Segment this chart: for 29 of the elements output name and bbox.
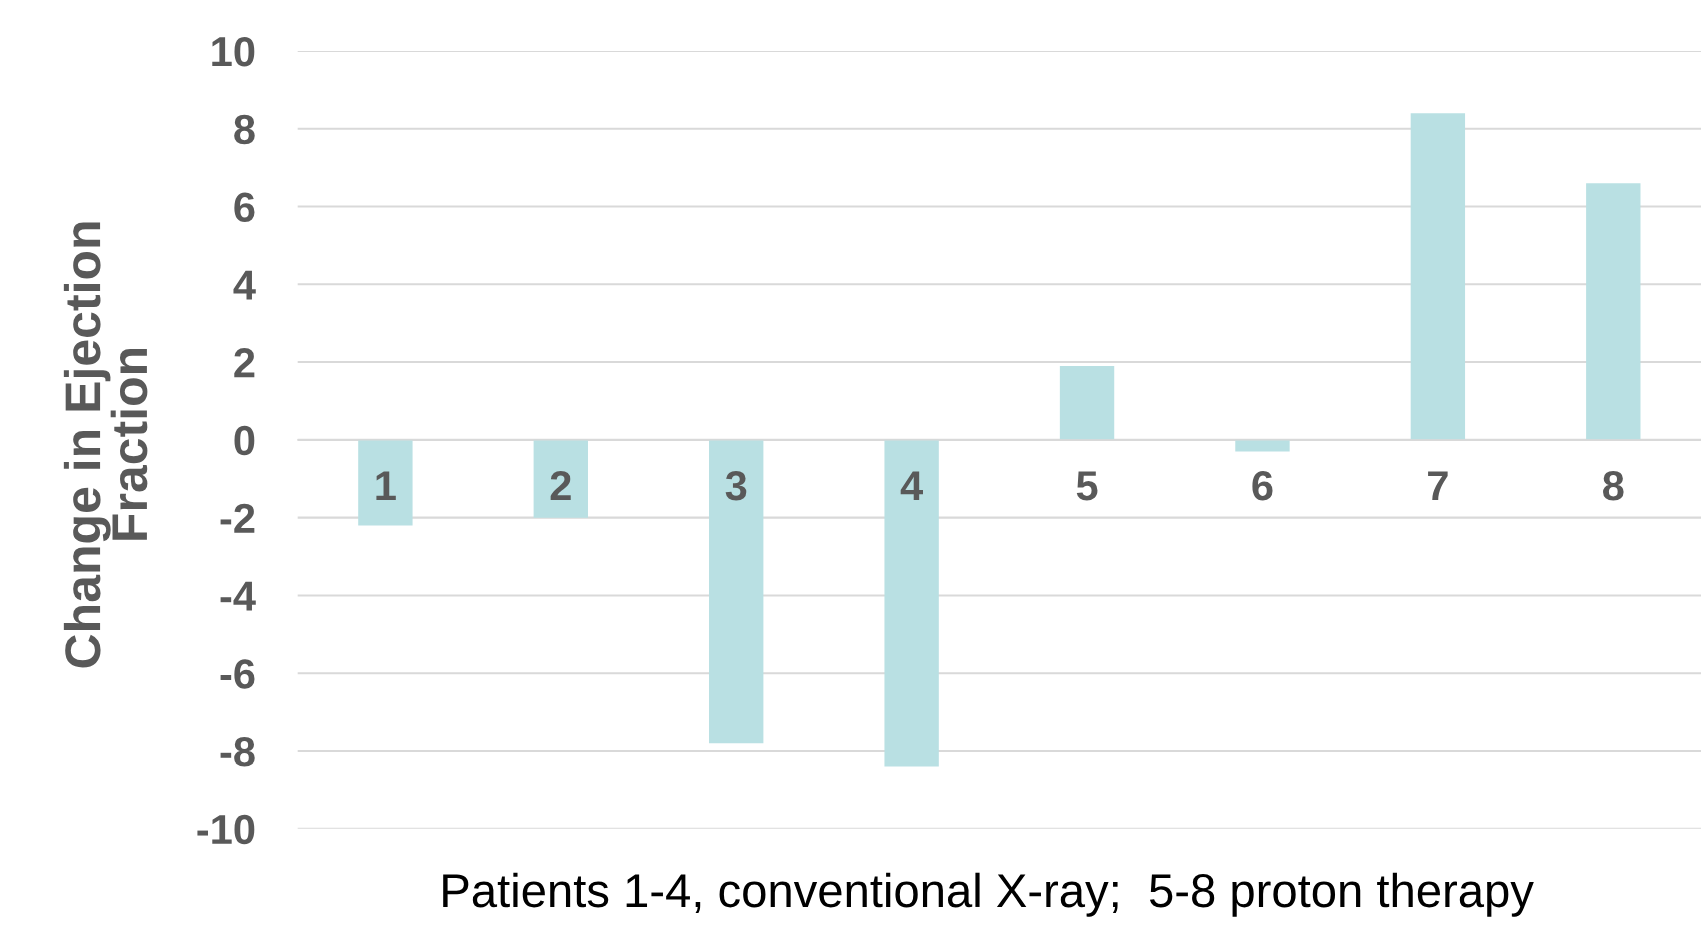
y-tick-label: 0 [234,425,255,456]
x-tick-label: 1 [376,471,396,501]
bar [1059,365,1115,440]
y-tick-label: -2 [220,503,255,533]
x-tick-label: 8 [1603,470,1624,501]
bar [884,439,939,767]
bar [358,439,413,526]
x-tick-label: 6 [1252,470,1273,501]
y-tick-label: 10 [212,36,255,67]
bar [1586,183,1641,440]
y-tick-label: -10 [197,814,255,845]
y-tick-label: 6 [234,192,255,223]
bar [533,439,588,518]
y-tick-label: -4 [220,581,256,611]
y-tick-label: -8 [220,736,255,767]
y-axis-title: Change in Ejection Fraction [63,222,148,668]
x-tick-label: 7 [1428,471,1448,501]
y-tick-label: -6 [220,659,255,689]
x-tick-label: 3 [725,470,747,501]
y-tick-label: 4 [233,270,256,300]
y-tick-label: 2 [234,348,255,378]
bar [1410,113,1466,440]
y-tick-label: 8 [234,114,255,145]
x-tick-label: 5 [1076,471,1098,501]
x-tick-label: 4 [900,471,923,501]
x-axis-title: Patients 1-4, conventional X-ray; 5-8 proton therapy [443,872,1534,917]
bar [709,439,764,744]
x-tick-label: 2 [550,470,571,501]
bar [1235,439,1290,452]
